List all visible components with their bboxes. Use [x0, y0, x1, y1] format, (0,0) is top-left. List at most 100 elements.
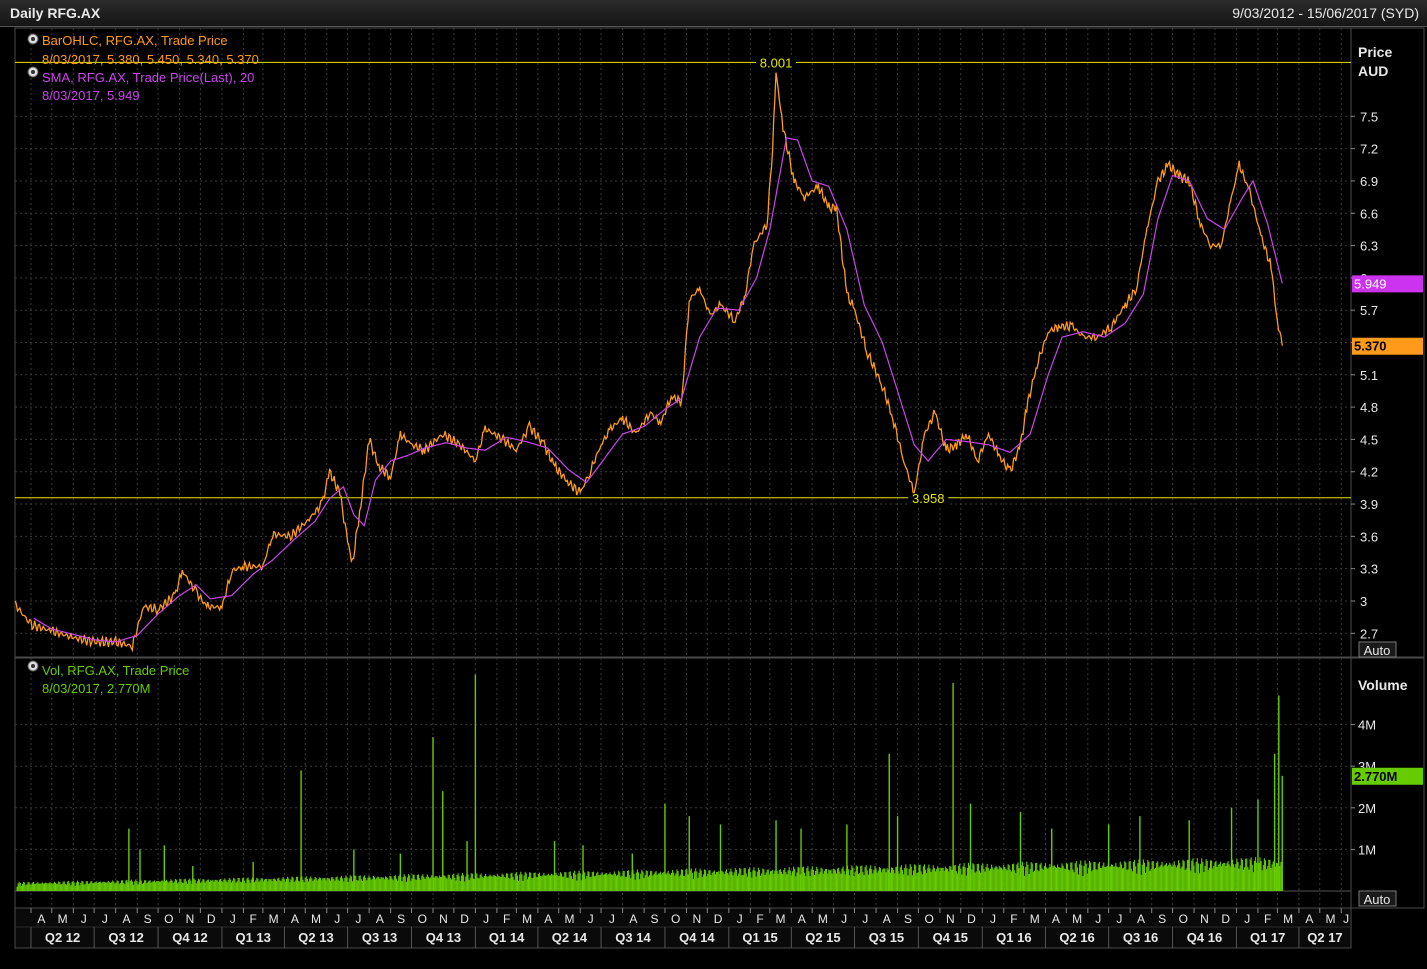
volume-auto-button[interactable]: Auto [1358, 890, 1397, 907]
month-label: O [924, 912, 933, 926]
date-range[interactable]: 9/03/2012 - 15/06/2017 (SYD) [1232, 5, 1419, 21]
price-axis: 2.733.33.63.94.24.54.85.15.45.766.36.66.… [1351, 109, 1378, 641]
volume-tick-label: 1M [1358, 842, 1376, 857]
price-axis-unit: AUD [1358, 63, 1388, 79]
last-price-tag: 5.370 [1352, 337, 1423, 355]
price-auto-label: Auto [1364, 643, 1391, 658]
low-label-bg [908, 490, 949, 505]
volume-legend[interactable]: Vol, RFG.AX, Trade Price 8/03/2017, 2.77… [27, 660, 189, 696]
price-tick-label: 6.6 [1360, 206, 1378, 221]
month-label: M [522, 912, 532, 926]
last-volume-tag: 2.770M [1352, 767, 1423, 785]
legend-volume-icon-dot [31, 664, 35, 668]
month-label: J [609, 912, 615, 926]
grid-lines [15, 28, 1351, 908]
month-label: S [144, 912, 152, 926]
month-label: M [564, 912, 574, 926]
month-label: J [1244, 912, 1250, 926]
price-tick-label: 4.5 [1360, 432, 1378, 447]
sma-tag-background [1352, 275, 1423, 293]
price-series-group [14, 72, 1283, 653]
price-tick-label: 4.8 [1360, 400, 1378, 415]
volume-tick-label: 2M [1358, 801, 1376, 816]
month-label: O [1179, 912, 1188, 926]
price-tick-label: 3.6 [1360, 529, 1378, 544]
price-tick-label: 4.2 [1360, 465, 1378, 480]
price-tick-label: 5.7 [1360, 303, 1378, 318]
high-label: 8.001 [760, 55, 793, 70]
price-tick-label: 2.7 [1360, 626, 1378, 641]
month-label: A [376, 912, 384, 926]
month-label: J [1095, 912, 1101, 926]
month-label: J [990, 912, 996, 926]
month-label: J [1343, 912, 1349, 926]
price-tick-label: 3 [1360, 594, 1367, 609]
month-label: A [122, 912, 130, 926]
time-axis-band [14, 907, 1352, 949]
legend-volume-values: 8/03/2017, 2.770M [42, 681, 150, 696]
month-label: N [439, 912, 448, 926]
month-label: A [1052, 912, 1060, 926]
price-tick-label: 3.9 [1360, 497, 1378, 512]
quarter-label: Q1 16 [996, 930, 1031, 945]
legend-sma-label: SMA, RFG.AX, Trade Price(Last), 20 [42, 70, 254, 85]
month-label: S [397, 912, 405, 926]
legend-ohlc-icon-dot [31, 37, 35, 41]
month-label: N [693, 912, 702, 926]
month-label: J [737, 912, 743, 926]
quarter-label: Q4 16 [1187, 930, 1222, 945]
quarter-label: Q2 12 [45, 930, 80, 945]
month-label: O [671, 912, 680, 926]
month-label: N [1200, 912, 1209, 926]
legend-sma-values: 8/03/2017, 5.949 [42, 88, 140, 103]
month-label: M [311, 912, 321, 926]
month-label: S [1158, 912, 1166, 926]
month-label: A [544, 912, 552, 926]
month-label: J [102, 912, 108, 926]
legend-ohlc-values: 8/03/2017, 5.380, 5.450, 5.340, 5.370 [42, 52, 259, 67]
volume-tag-background [1352, 767, 1423, 785]
quarter-label: Q1 14 [489, 930, 525, 945]
quarter-label: Q2 14 [552, 930, 588, 945]
month-label: F [1010, 912, 1017, 926]
month-label: M [58, 912, 68, 926]
month-label: D [1221, 912, 1230, 926]
quarter-label: Q2 15 [805, 930, 840, 945]
quarter-label: Q1 17 [1250, 930, 1285, 945]
price-auto-button[interactable]: Auto [1358, 641, 1397, 658]
price-tick-label: 6.3 [1360, 239, 1378, 254]
price-legend[interactable]: BarOHLC, RFG.AX, Trade Price 8/03/2017, … [27, 33, 259, 103]
month-label: O [418, 912, 427, 926]
quarter-label: Q3 16 [1123, 930, 1158, 945]
sma-line [33, 137, 1283, 643]
quarter-label: Q2 17 [1307, 930, 1342, 945]
month-label: O [164, 912, 173, 926]
month-label: A [1305, 912, 1313, 926]
volume-axis-title: Volume [1358, 677, 1408, 693]
quarter-label: Q3 14 [615, 930, 651, 945]
last-price-tag-background [1352, 337, 1423, 355]
price-tick-label: 7.2 [1360, 142, 1378, 157]
quarter-label: Q1 15 [742, 930, 777, 945]
chart-title: Daily RFG.AX [10, 5, 101, 21]
sma-tag-text: 5.949 [1354, 276, 1387, 291]
month-label: J [230, 912, 236, 926]
month-label: A [291, 912, 299, 926]
last-price-tag-text: 5.370 [1354, 339, 1387, 354]
price-line [14, 72, 1283, 653]
month-label: S [904, 912, 912, 926]
title-bar: Daily RFG.AX 9/03/2012 - 15/06/2017 (SYD… [0, 0, 1427, 27]
volume-tick-label: 4M [1358, 718, 1376, 733]
high-label-bg [756, 55, 797, 70]
month-label: J [862, 912, 868, 926]
month-label: M [818, 912, 828, 926]
month-label: A [883, 912, 891, 926]
month-label: D [714, 912, 723, 926]
month-label: J [334, 912, 340, 926]
month-label: F [250, 912, 257, 926]
price-tick-label: 6.9 [1360, 174, 1378, 189]
month-label: N [946, 912, 955, 926]
